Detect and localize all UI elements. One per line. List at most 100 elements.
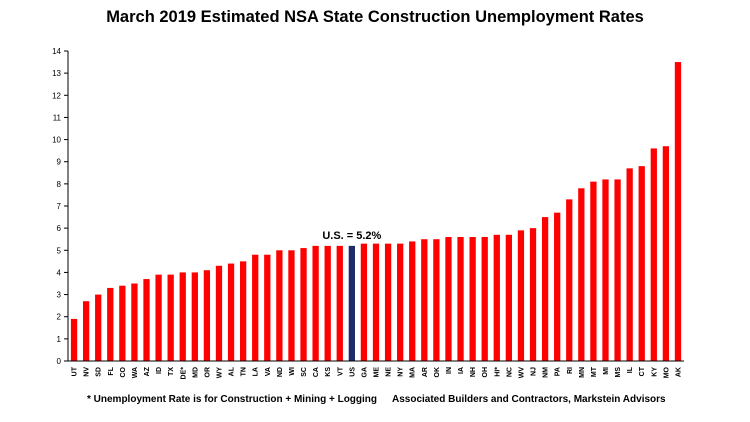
y-tick-label: 12 [52, 91, 61, 100]
bar-nd [276, 250, 283, 361]
bar-co [119, 285, 126, 361]
x-tick-label: ND [277, 367, 284, 377]
x-tick-label: WI [289, 367, 296, 376]
x-tick-label: WV [518, 367, 525, 379]
bar-sd [95, 294, 102, 361]
x-tick-label: AL [229, 366, 236, 376]
bar-nj [529, 228, 537, 361]
bar-in [445, 237, 452, 361]
x-tick-label: US [349, 367, 356, 377]
bar-sc [300, 248, 307, 361]
bar-mn [578, 188, 585, 361]
x-tick-label: SD [96, 367, 103, 377]
bar-ct [638, 166, 645, 361]
x-tick-label: MN [579, 367, 586, 378]
bar-ok [433, 239, 440, 361]
x-tick-label: IN [446, 367, 453, 374]
bar-ca [312, 245, 319, 361]
x-tick-label: UT [72, 366, 79, 376]
bar-id [155, 274, 162, 361]
bar-ma [409, 241, 416, 361]
y-tick-label: 7 [57, 202, 62, 211]
x-tick-label: AR [422, 367, 429, 377]
x-tick-label: AZ [144, 366, 151, 376]
bar-nm [541, 217, 549, 361]
bar-ia [457, 237, 464, 361]
bar-va [264, 254, 271, 361]
bar-ut [70, 318, 78, 361]
x-tick-label: MT [591, 366, 598, 377]
source-credit: Associated Builders and Contractors, Mar… [392, 394, 666, 405]
x-tick-label: ME [374, 367, 381, 378]
bar-ny [397, 243, 404, 361]
bar-nh [469, 237, 476, 361]
x-tick-label: CA [313, 367, 320, 377]
y-tick-label: 4 [57, 268, 62, 277]
x-tick-label: MA [410, 367, 417, 378]
x-tick-label: NE [386, 367, 393, 377]
bar-pa [554, 212, 561, 361]
x-tick-label: KS [325, 367, 332, 377]
bar-nc [505, 234, 512, 361]
x-tick-label: LA [253, 367, 260, 376]
x-tick-label: IA [458, 367, 465, 374]
y-tick-label: 9 [57, 158, 62, 167]
x-tick-label: NC [506, 367, 513, 377]
bar-ks [324, 245, 331, 361]
x-tick-label: TN [241, 367, 248, 376]
y-tick-label: 0 [57, 357, 62, 366]
x-tick-label: CO [120, 366, 127, 377]
bar-ak [674, 62, 682, 361]
x-tick-label: OK [434, 367, 441, 378]
bar-ne [384, 243, 392, 361]
y-tick-label: 5 [57, 246, 62, 255]
x-tick-label: NM [543, 367, 550, 378]
y-tick-label: 6 [57, 224, 62, 233]
x-tick-label: VA [265, 367, 272, 376]
bar-ga [360, 243, 368, 361]
bar-nv [82, 301, 90, 361]
bar-ri [566, 199, 573, 361]
bar-vt [336, 245, 343, 361]
y-tick-label: 14 [52, 47, 61, 56]
bar-mt [590, 181, 597, 361]
x-tick-label: WA [132, 367, 139, 378]
bar-ar [421, 239, 428, 361]
bar-hi-star [493, 234, 500, 361]
bar-wi [288, 250, 295, 361]
x-tick-label: FL [108, 366, 115, 375]
x-tick-label: MO [663, 366, 670, 378]
bar-ms [614, 179, 621, 361]
y-tick-label: 2 [57, 313, 62, 322]
x-tick-label: OR [204, 367, 211, 378]
x-tick-label: NY [398, 367, 405, 377]
x-tick-label: NV [84, 367, 91, 377]
bar-il [626, 168, 633, 361]
bar-mo [662, 146, 670, 361]
y-tick-label: 3 [57, 291, 62, 300]
x-tick-label: HI* [494, 367, 501, 377]
x-tick-label: PA [555, 367, 562, 376]
bar-ky [650, 148, 657, 361]
x-tick-label: RI [567, 367, 574, 374]
bar-md [191, 272, 198, 361]
bar-oh [481, 237, 488, 361]
x-tick-label: AK [675, 367, 682, 377]
x-tick-label: MI [603, 367, 610, 375]
x-tick-label: NJ [531, 367, 538, 376]
annotations: U.S. = 5.2% [322, 230, 381, 242]
x-tick-label: NH [470, 367, 477, 377]
x-tick-label: MD [192, 367, 199, 378]
x-tick-label: MS [615, 367, 622, 378]
chart-title: March 2019 Estimated NSA State Construct… [106, 8, 644, 26]
bar-de-star [179, 272, 186, 361]
x-tick-label: GA [361, 367, 368, 378]
bar-us [348, 245, 355, 361]
y-tick-label: 1 [57, 335, 62, 344]
x-axis: UT NV SD FL CO WA AZ ID TX DE* MD OR WY AL TN LA VA ND WI S… [68, 360, 684, 379]
bar-or [203, 270, 211, 361]
x-tick-label: IL [627, 366, 634, 373]
x-tick-label: OH [482, 367, 489, 378]
